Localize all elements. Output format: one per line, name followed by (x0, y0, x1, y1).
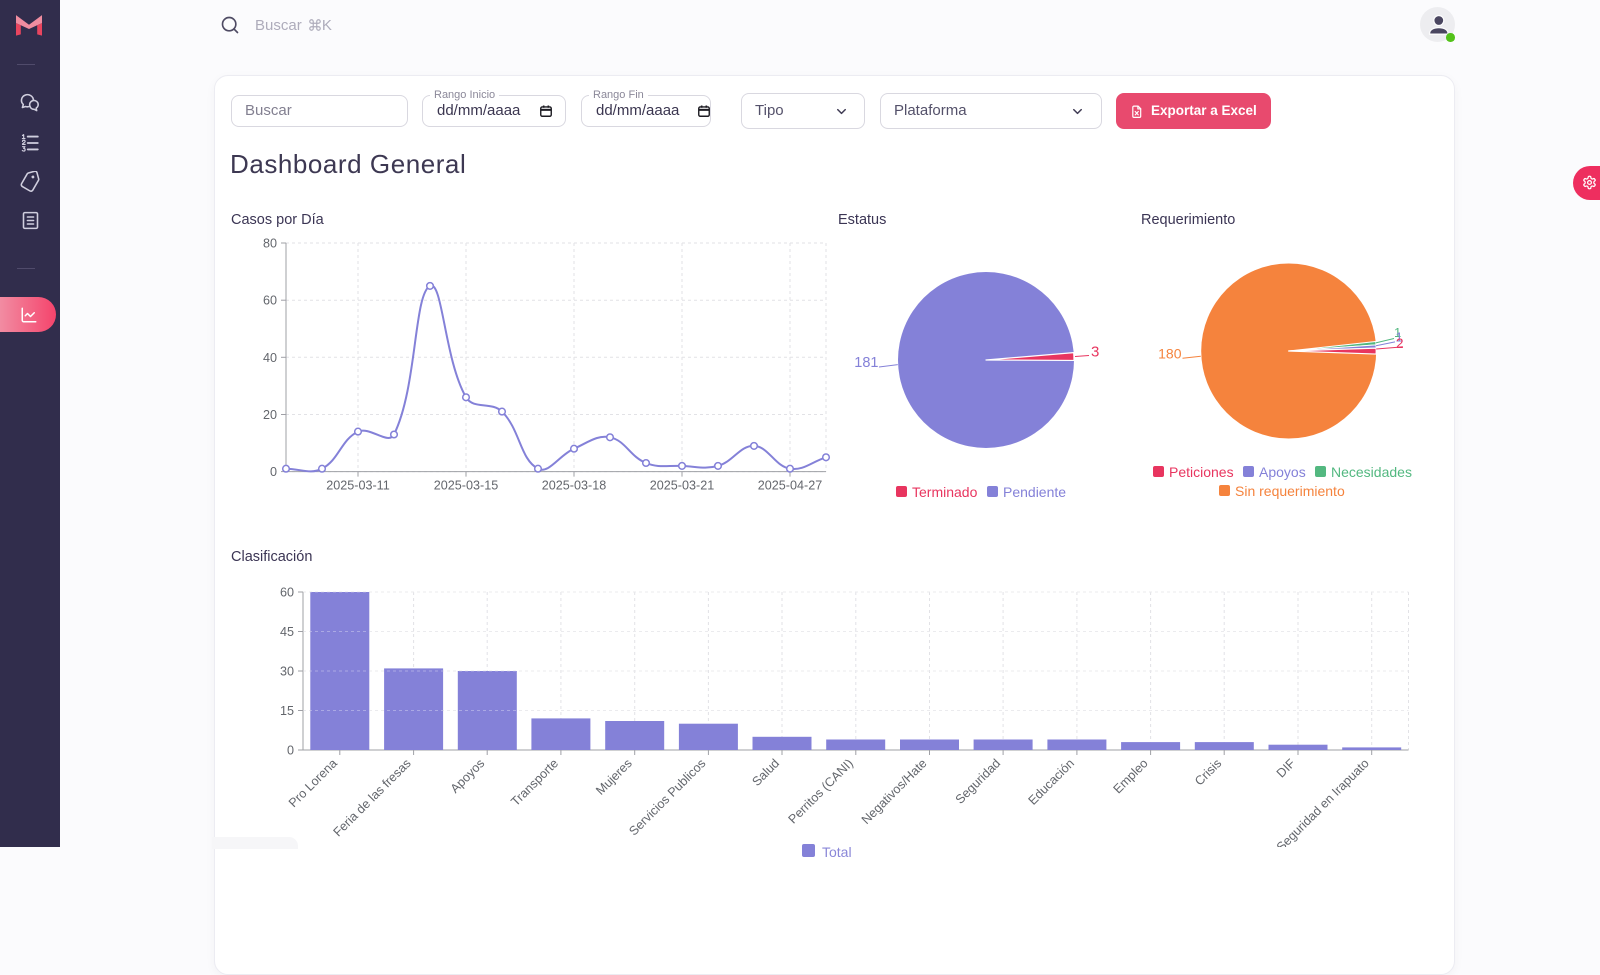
svg-text:2025-03-11: 2025-03-11 (326, 479, 390, 493)
svg-text:1: 1 (1396, 330, 1403, 345)
svg-text:Perritos (CANI): Perritos (CANI) (786, 756, 856, 826)
svg-text:Empleo: Empleo (1111, 756, 1151, 796)
svg-text:60: 60 (280, 586, 294, 600)
svg-text:Feria de las fresas: Feria de las fresas (331, 756, 414, 839)
svg-text:0: 0 (270, 465, 277, 479)
svg-text:1: 1 (1394, 325, 1401, 340)
svg-text:45: 45 (280, 625, 294, 639)
svg-text:2025-03-21: 2025-03-21 (650, 479, 714, 493)
svg-text:3: 3 (1091, 344, 1099, 361)
svg-text:40: 40 (263, 351, 277, 365)
svg-text:Educación: Educación (1026, 756, 1077, 807)
svg-text:2: 2 (1396, 336, 1404, 351)
svg-text:Negativos/Hate: Negativos/Hate (859, 756, 930, 827)
svg-text:2025-03-18: 2025-03-18 (542, 479, 606, 493)
svg-text:15: 15 (280, 704, 294, 718)
svg-text:181: 181 (855, 355, 879, 371)
svg-text:Salud: Salud (749, 756, 782, 789)
svg-text:180: 180 (1158, 345, 1182, 361)
svg-text:Seguridad: Seguridad (953, 756, 1004, 807)
svg-text:2025-03-15: 2025-03-15 (434, 479, 498, 493)
svg-text:60: 60 (263, 294, 277, 308)
svg-text:2025-04-27: 2025-04-27 (758, 479, 822, 493)
svg-text:Servicios Publicos: Servicios Publicos (626, 756, 708, 838)
svg-text:DIF: DIF (1274, 756, 1298, 780)
svg-text:0: 0 (287, 744, 294, 758)
svg-text:Crisis: Crisis (1192, 756, 1224, 788)
svg-text:30: 30 (280, 665, 294, 679)
svg-text:Mujeres: Mujeres (593, 756, 635, 798)
svg-text:Apoyos: Apoyos (448, 756, 488, 796)
svg-text:Pro Lorena: Pro Lorena (286, 756, 340, 810)
svg-text:80: 80 (263, 237, 277, 251)
svg-text:20: 20 (263, 408, 277, 422)
svg-text:Transporte: Transporte (508, 756, 561, 809)
